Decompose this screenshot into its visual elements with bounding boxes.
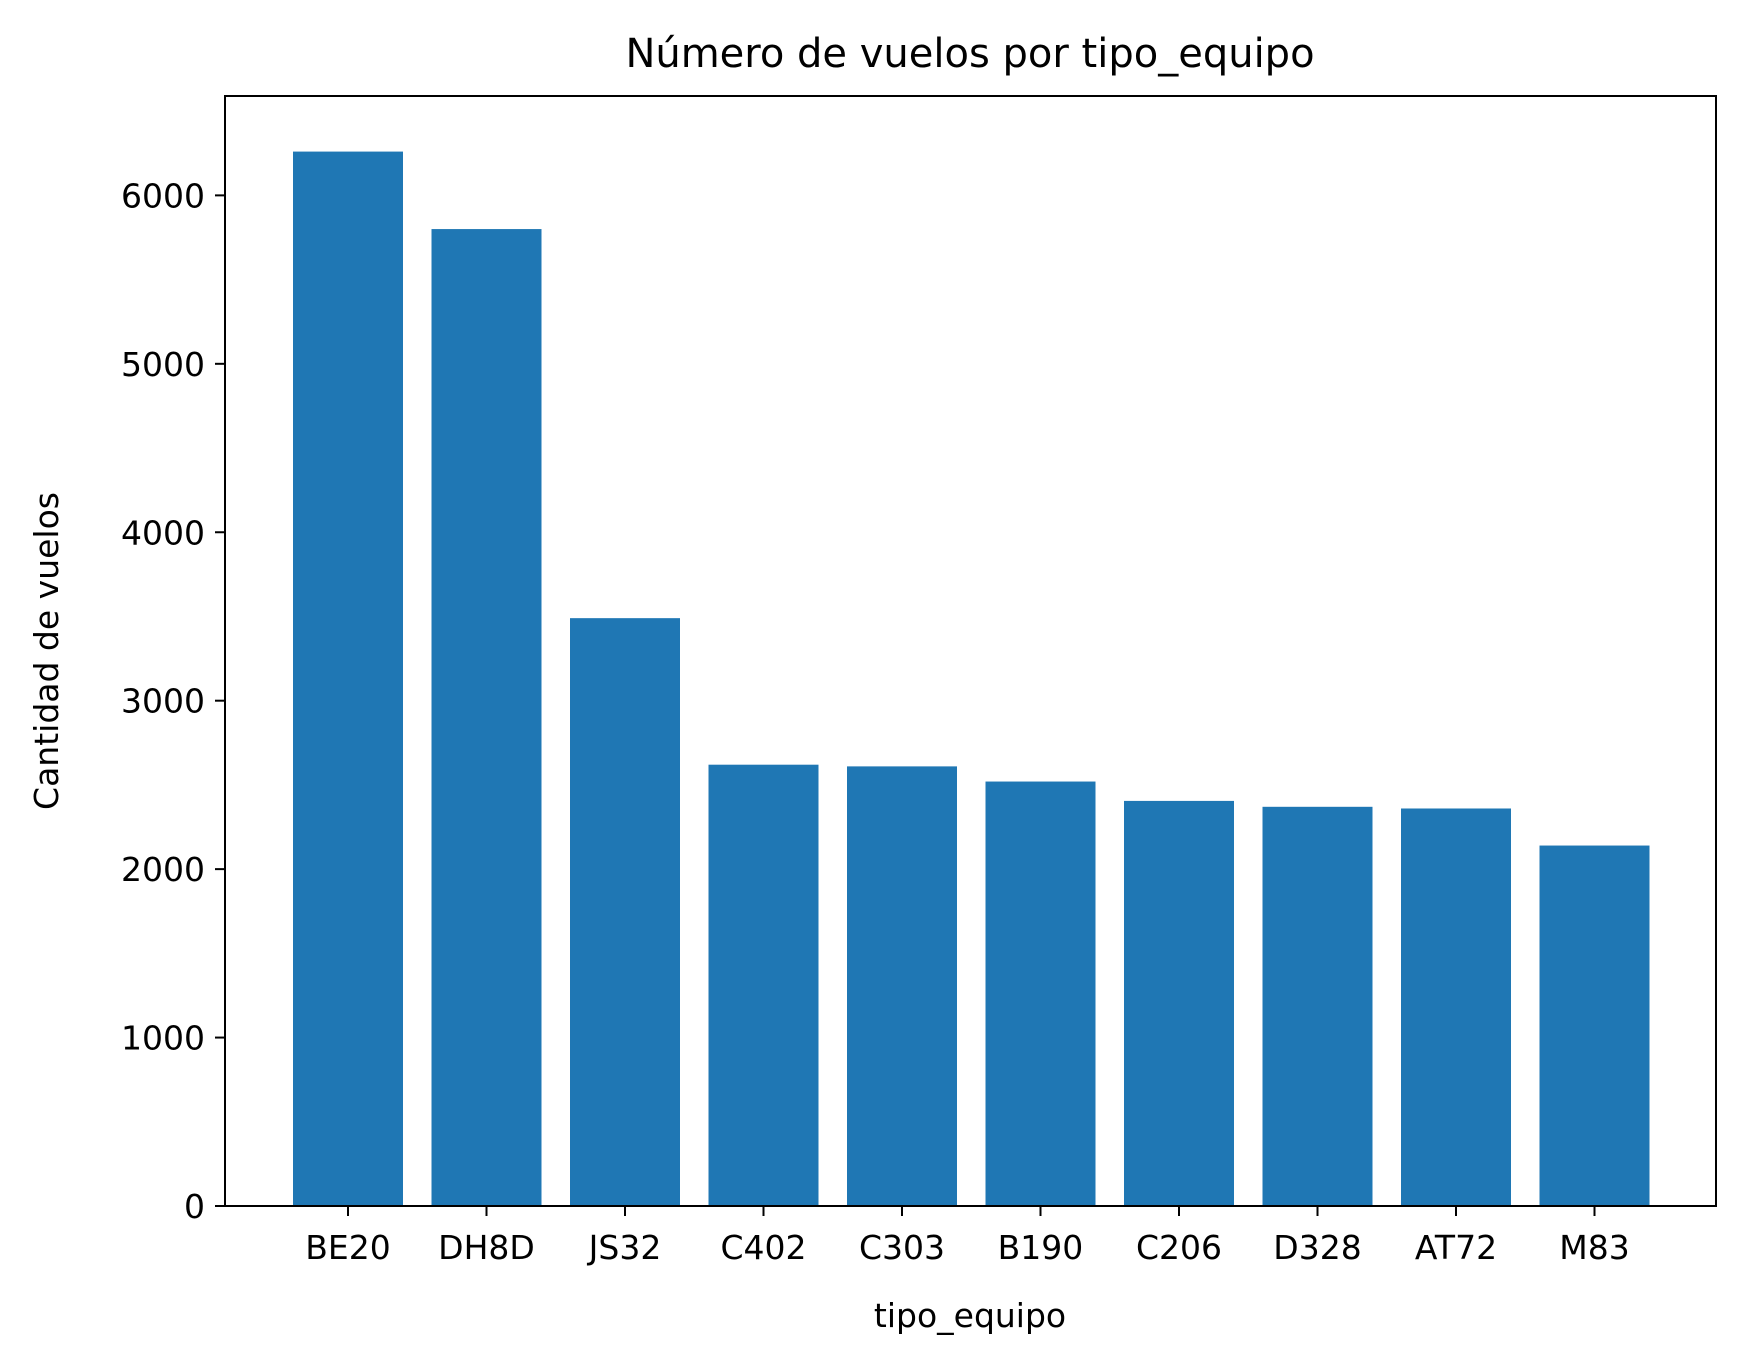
bar-at72 [1401, 808, 1511, 1206]
x-tick-label: B190 [998, 1228, 1084, 1267]
bar-c206 [1124, 800, 1234, 1206]
bar-d328 [1262, 806, 1373, 1206]
y-tick-label: 4000 [121, 513, 205, 552]
x-tick-label: D328 [1273, 1228, 1361, 1267]
bar-m83 [1539, 845, 1650, 1206]
y-tick-label: 3000 [121, 682, 205, 721]
bar-dh8d [431, 229, 542, 1206]
y-axis: 0 1000 2000 3000 4000 5000 6000 [121, 176, 225, 1226]
chart-title: Número de vuelos por tipo_equipo [625, 31, 1314, 77]
bar-c303 [847, 766, 957, 1206]
y-tick-label: 5000 [121, 345, 205, 384]
x-axis: BE20 DH8D JS32 C402 C303 B190 C206 D328 AT72 M83 [305, 1206, 1630, 1267]
bar-js32 [570, 618, 680, 1206]
x-tick-label: AT72 [1415, 1228, 1497, 1267]
x-tick-label: M83 [1559, 1228, 1629, 1267]
bar-be20 [293, 151, 403, 1206]
bar-b190 [985, 781, 1096, 1206]
bars-layer [293, 151, 1650, 1206]
x-tick-label: JS32 [587, 1228, 662, 1267]
y-tick-label: 1000 [121, 1019, 205, 1058]
y-tick-label: 2000 [121, 850, 205, 889]
x-tick-label: BE20 [305, 1228, 390, 1267]
x-tick-label: C206 [1136, 1228, 1222, 1267]
y-axis-label: Cantidad de vuelos [27, 492, 66, 810]
x-axis-label: tipo_equipo [874, 1296, 1066, 1335]
bar-c402 [708, 764, 819, 1206]
x-tick-label: C402 [720, 1228, 806, 1267]
x-tick-label: C303 [859, 1228, 945, 1267]
x-tick-label: DH8D [438, 1228, 535, 1267]
y-tick-label: 6000 [121, 176, 205, 215]
plot-frame [224, 95, 1717, 1207]
y-tick-label: 0 [184, 1187, 205, 1226]
